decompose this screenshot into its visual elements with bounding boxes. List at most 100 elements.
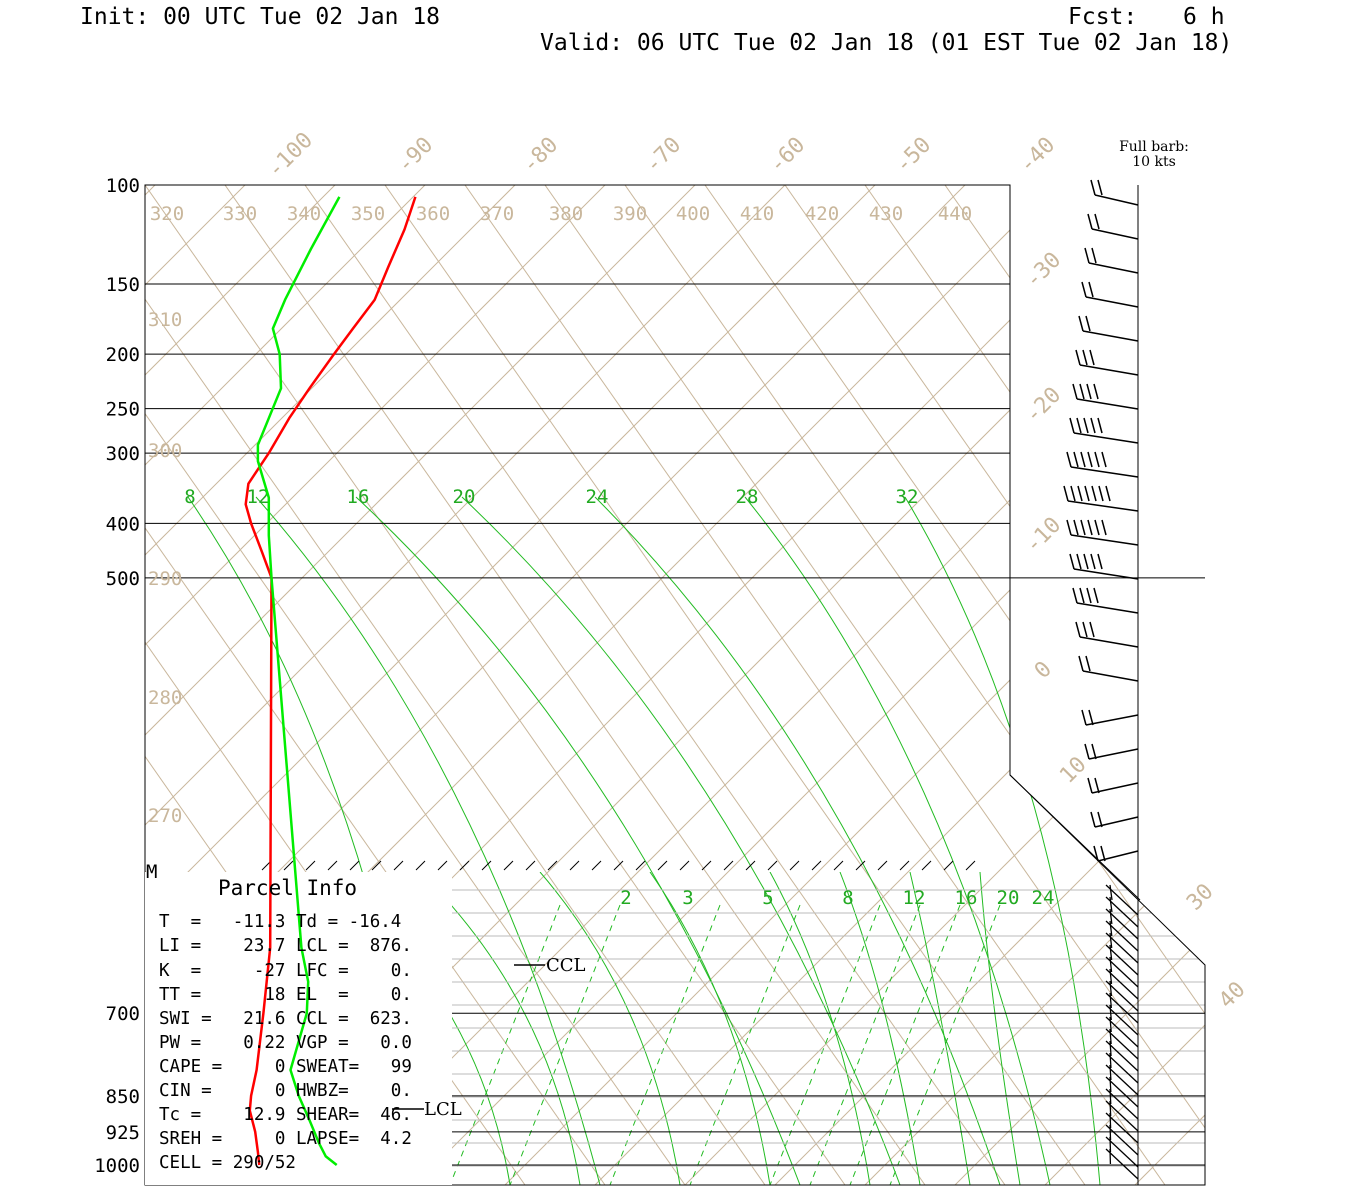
barb-staff bbox=[1105, 896, 1139, 928]
theta-label: 270 bbox=[148, 805, 182, 827]
tick-mark bbox=[921, 860, 932, 871]
barb-flag bbox=[1109, 944, 1113, 961]
barb-flag bbox=[1087, 519, 1093, 536]
forecast-label: Fcst: bbox=[1068, 4, 1138, 30]
barb-flag bbox=[1080, 451, 1086, 468]
tick-mark bbox=[701, 860, 712, 871]
wind-barb bbox=[1105, 956, 1139, 988]
wind-barb bbox=[1084, 247, 1139, 274]
barb-staff bbox=[1076, 602, 1139, 614]
isotherm-label: -10 bbox=[1021, 513, 1067, 559]
parcel-row: CAPE = 0 SWEAT= 99 bbox=[159, 1057, 412, 1077]
barb-flag bbox=[1109, 1004, 1112, 1021]
barb-staff bbox=[1105, 980, 1139, 1012]
dewpoint-profile bbox=[256, 196, 341, 1166]
theta-label: 410 bbox=[740, 203, 774, 225]
barb-flag bbox=[1084, 485, 1090, 502]
barb-flag bbox=[1090, 417, 1096, 434]
pressure-tick-label: 500 bbox=[106, 568, 140, 590]
barb-staff bbox=[1105, 1124, 1139, 1156]
wind-barb bbox=[1069, 553, 1139, 580]
theta-label: 360 bbox=[416, 203, 450, 225]
parcel-row: CIN = 0 HWBZ= 0. bbox=[159, 1081, 412, 1101]
isotherm-line bbox=[324, 185, 1205, 1185]
saturated-adiabat-line bbox=[649, 872, 771, 1185]
mixing-ratio-label: 32 bbox=[896, 486, 919, 508]
dry-adiabat-line bbox=[145, 185, 846, 1185]
barb-flag bbox=[1078, 655, 1084, 672]
isotherm-label: -40 bbox=[1015, 133, 1061, 179]
barb-flag bbox=[1109, 956, 1113, 973]
saturated-adiabat-line bbox=[452, 872, 511, 1185]
barb-flag bbox=[1091, 743, 1097, 760]
wind-barb bbox=[1105, 1064, 1139, 1096]
wind-barb bbox=[1087, 213, 1139, 240]
barb-legend-line1: Full barb: bbox=[1119, 139, 1189, 155]
barb-legend-line2: 10 kts bbox=[1132, 154, 1176, 170]
barb-staff bbox=[1105, 1064, 1139, 1096]
tick-mark bbox=[415, 860, 426, 871]
lcl-label: LCL bbox=[424, 1099, 462, 1120]
wind-barb bbox=[1105, 1004, 1139, 1036]
barb-flag bbox=[1082, 621, 1088, 638]
mixing-ratio-label: 20 bbox=[997, 887, 1020, 909]
barb-staff bbox=[1091, 228, 1139, 240]
isotherm-line bbox=[1315, 185, 1350, 1185]
mixing-ratio-label: 28 bbox=[736, 486, 759, 508]
barb-staff bbox=[1070, 466, 1139, 478]
wind-barb bbox=[1105, 980, 1139, 1012]
tick-mark bbox=[393, 860, 404, 871]
barb-flag bbox=[1083, 417, 1089, 434]
parcel-row: PW = 0.22 VGP = 0.0 bbox=[159, 1033, 412, 1053]
tick-mark bbox=[833, 860, 844, 871]
init-time: Init: 00 UTC Tue 02 Jan 18 bbox=[80, 4, 441, 30]
wind-barb bbox=[1081, 709, 1139, 726]
parcel-row: SWI = 21.6 CCL = 623. bbox=[159, 1009, 412, 1029]
pressure-tick-label: 700 bbox=[106, 1003, 140, 1025]
wind-barb bbox=[1105, 896, 1139, 928]
saturated-adiabat-line bbox=[452, 872, 581, 1185]
wind-barb bbox=[1075, 349, 1139, 376]
barb-flag bbox=[1081, 281, 1087, 298]
barb-staff bbox=[1105, 1040, 1139, 1072]
wind-barb bbox=[1105, 932, 1139, 964]
barb-flag bbox=[1073, 519, 1079, 536]
dry-adiabat-line bbox=[864, 185, 1205, 1185]
barb-flag bbox=[1093, 845, 1099, 862]
barb-staff bbox=[1105, 944, 1139, 976]
barb-flag bbox=[1094, 777, 1100, 794]
theta-label: 430 bbox=[869, 203, 903, 225]
tick-mark bbox=[965, 860, 976, 871]
barb-flag bbox=[1097, 553, 1103, 570]
barb-flag bbox=[1097, 811, 1103, 828]
tick-mark bbox=[437, 860, 448, 871]
tick-mark bbox=[371, 860, 382, 871]
mixing-ratio-label: 8 bbox=[842, 887, 853, 909]
barb-flag bbox=[1089, 621, 1095, 638]
dry-adiabat-line bbox=[464, 185, 1166, 1185]
temperature-profile bbox=[244, 196, 417, 1166]
barb-flag bbox=[1109, 1064, 1112, 1081]
isotherm-label: 10 bbox=[1055, 752, 1091, 788]
tick-mark bbox=[283, 860, 294, 871]
barb-flag bbox=[1093, 383, 1099, 400]
theta-label: 300 bbox=[148, 440, 182, 462]
mixing-ratio-line bbox=[461, 496, 901, 1185]
tick-mark bbox=[767, 860, 778, 871]
wind-barb bbox=[1093, 845, 1139, 862]
tick-mark bbox=[569, 860, 580, 871]
isotherm-line bbox=[145, 185, 426, 1185]
barb-flag bbox=[1093, 587, 1099, 604]
barb-flag bbox=[1077, 485, 1083, 502]
wind-barb bbox=[1072, 587, 1139, 614]
wind-barb bbox=[1090, 811, 1139, 828]
wind-barb bbox=[1105, 992, 1139, 1024]
barb-staff bbox=[1082, 330, 1139, 342]
barb-staff bbox=[1105, 1136, 1139, 1168]
barb-flag bbox=[1109, 932, 1113, 949]
tick-mark bbox=[855, 860, 866, 871]
wind-barb bbox=[1105, 944, 1139, 976]
barb-staff bbox=[1070, 534, 1139, 546]
